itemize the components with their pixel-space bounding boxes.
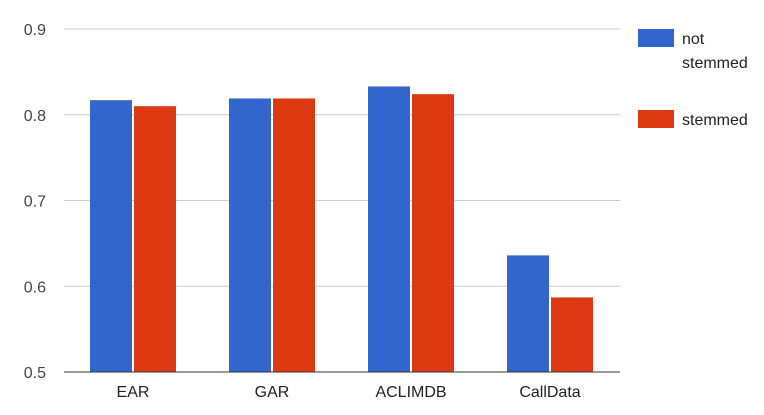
legend-label: stemmed: [682, 112, 748, 129]
legend-label: stemmed: [682, 55, 748, 72]
x-category-label: ACLIMDB: [375, 384, 446, 401]
legend-swatch-not-stemmed: [638, 29, 674, 47]
legend: not stemmed stemmed: [638, 29, 748, 129]
legend-swatch-stemmed: [638, 110, 674, 128]
bar-gar-stemmed: [273, 98, 315, 373]
y-tick-label: 0.9: [24, 22, 46, 39]
bar-aclimdb-stemmed: [412, 94, 454, 373]
bar-ear-not-stemmed: [90, 100, 132, 373]
y-tick-label: 0.7: [24, 194, 46, 211]
bar-calldata-not-stemmed: [507, 255, 549, 372]
bar-gar-not-stemmed: [229, 98, 271, 373]
bar-ear-stemmed: [134, 106, 176, 373]
y-axis-tick-labels: 0.5 0.6 0.7 0.8 0.9: [24, 22, 46, 382]
y-tick-label: 0.8: [24, 108, 46, 125]
bar-calldata-stemmed: [551, 297, 593, 372]
bars: [90, 86, 593, 373]
y-tick-label: 0.6: [24, 279, 46, 296]
x-category-label: EAR: [117, 384, 150, 401]
x-category-label: CallData: [519, 384, 580, 401]
y-tick-label: 0.5: [24, 365, 46, 382]
legend-label: not: [682, 31, 705, 48]
bar-aclimdb-not-stemmed: [368, 86, 410, 372]
x-category-label: GAR: [255, 384, 290, 401]
x-axis-category-labels: EAR GAR ACLIMDB CallData: [117, 384, 581, 401]
